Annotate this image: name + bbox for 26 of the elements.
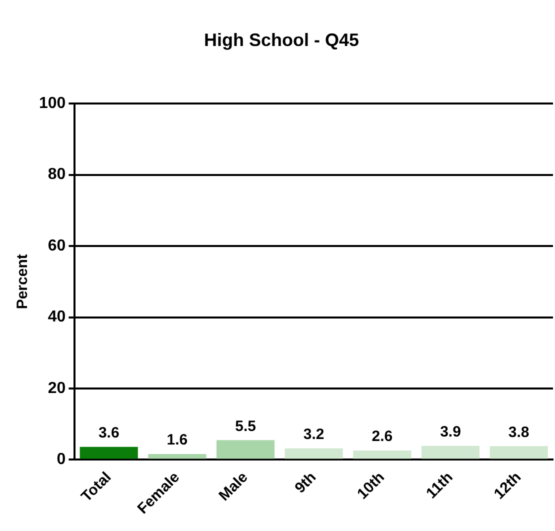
bar xyxy=(148,454,206,459)
x-tick-label: 12th xyxy=(490,468,525,503)
y-tick-label: 0 xyxy=(56,451,66,468)
bar xyxy=(353,450,412,459)
data-label: 5.5 xyxy=(235,418,256,435)
y-tick-label: 60 xyxy=(48,237,66,254)
data-label: 2.6 xyxy=(372,428,393,446)
x-tick-label: 11th xyxy=(423,468,456,502)
bar xyxy=(284,448,343,459)
y-tick-label: 100 xyxy=(38,95,66,112)
x-tick-label: 9th xyxy=(292,468,320,497)
y-tick-label: 40 xyxy=(48,308,66,326)
x-tick-label: 10th xyxy=(354,468,388,503)
chart-title: High School - Q45 xyxy=(204,30,360,50)
bar xyxy=(216,440,275,459)
bar xyxy=(421,446,480,459)
data-label: 3.6 xyxy=(98,424,120,442)
y-tick-label: 20 xyxy=(48,380,66,397)
bar xyxy=(490,446,548,459)
data-label: 3.9 xyxy=(440,423,461,440)
y-tick-label: 80 xyxy=(48,166,66,184)
data-label: 3.2 xyxy=(303,426,324,443)
y-axis-title: Percent xyxy=(14,254,32,310)
bar xyxy=(80,446,138,459)
data-label: 1.6 xyxy=(166,432,188,449)
data-label: 3.8 xyxy=(508,424,530,441)
